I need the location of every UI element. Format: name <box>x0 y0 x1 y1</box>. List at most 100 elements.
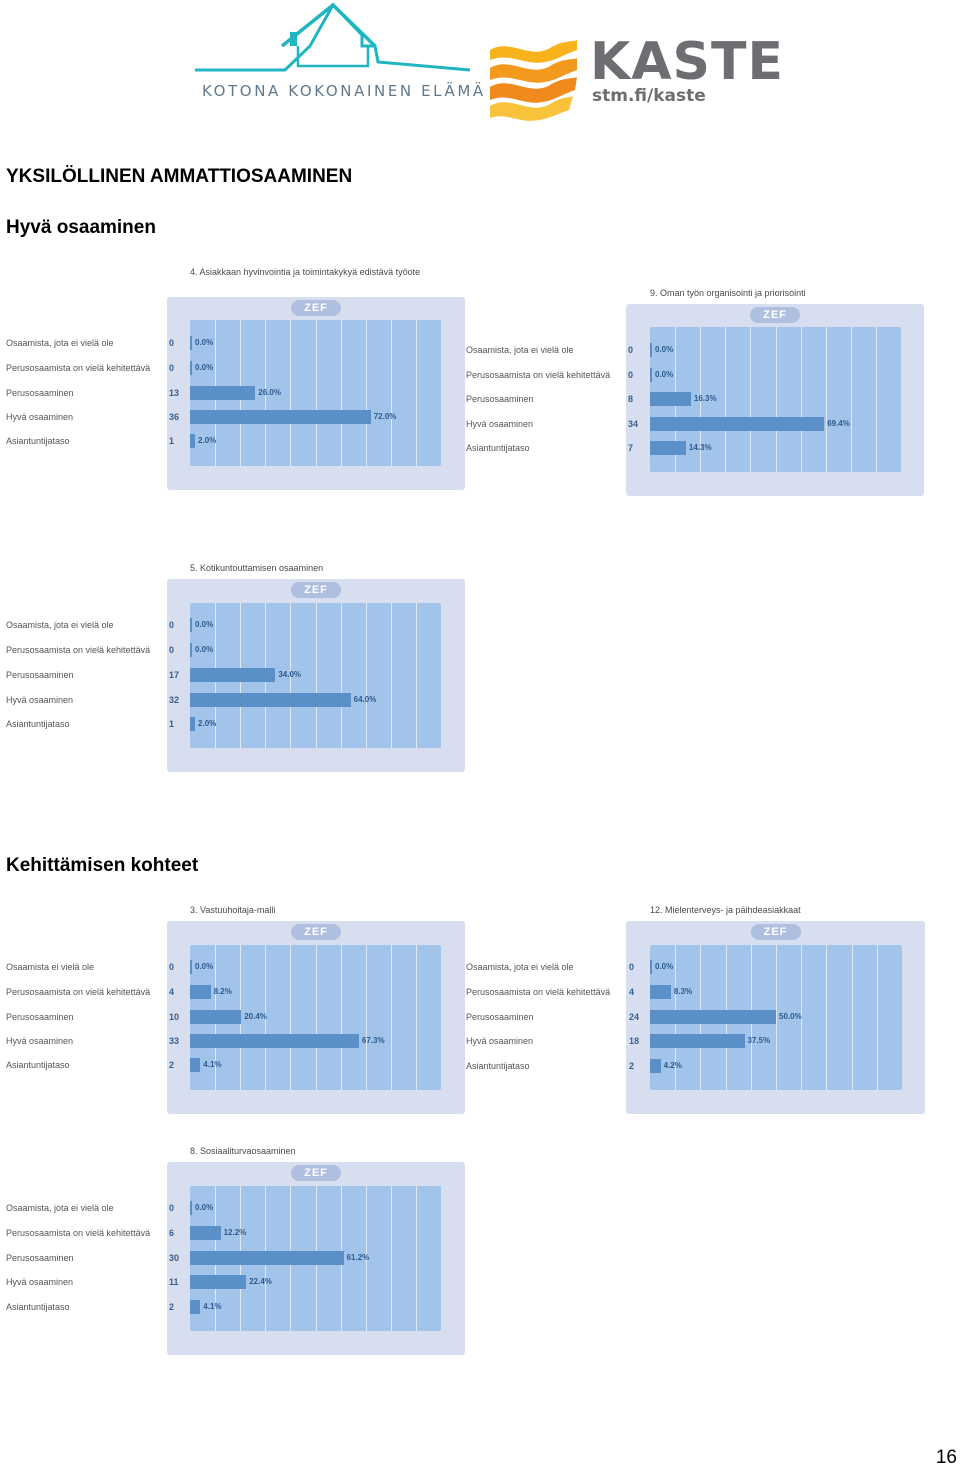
percent-label: 34.0% <box>278 670 302 679</box>
bar <box>190 1010 242 1024</box>
gridline <box>876 945 878 1090</box>
count-label: 4 <box>629 987 635 997</box>
category-label: Osaamista, jota ei vielä ole <box>466 345 574 355</box>
count-label: 30 <box>169 1253 180 1263</box>
category-label: Osaamista, jota ei vielä ole <box>6 338 114 348</box>
count-label: 0 <box>169 338 175 348</box>
chart-title: 3. Vastuuhoitaja-malli <box>190 905 276 915</box>
gridline <box>775 327 777 472</box>
gridline <box>750 327 752 472</box>
gridline <box>390 603 392 748</box>
percent-label: 20.4% <box>244 1012 267 1021</box>
percent-label: 8.3% <box>673 987 693 996</box>
bar <box>190 1034 359 1048</box>
zef-badge: ZEF <box>291 300 341 316</box>
gridline <box>290 945 292 1090</box>
kaste-wave-icon <box>490 40 577 121</box>
category-label: Perusosaamista on vielä kehitettävä <box>6 987 151 997</box>
category-label: Perusosaaminen <box>6 670 74 680</box>
percent-label: 8.2% <box>213 987 232 996</box>
gridline <box>801 945 803 1090</box>
count-label: 24 <box>629 1012 640 1022</box>
percent-label: 0.0% <box>195 363 214 372</box>
bar <box>190 361 192 375</box>
count-label: 7 <box>628 443 634 453</box>
gridline <box>365 1186 367 1331</box>
category-label: Osaamista, jota ei vielä ole <box>6 620 114 630</box>
percent-label: 0.0% <box>195 645 214 654</box>
percent-label: 64.0% <box>353 695 377 704</box>
category-label: Hyvä osaaminen <box>6 695 74 705</box>
count-label: 34 <box>628 419 639 429</box>
bar <box>650 985 671 999</box>
bar <box>190 1226 221 1240</box>
zef-badge: ZEF <box>291 1165 341 1181</box>
percent-label: 2.0% <box>198 719 217 728</box>
gridline <box>390 1186 392 1331</box>
bar <box>650 960 652 974</box>
category-label: Asiantuntijataso <box>6 1302 70 1312</box>
count-label: 13 <box>169 388 180 398</box>
count-label: 33 <box>169 1036 180 1046</box>
zef-badge: ZEF <box>750 307 800 323</box>
category-label: Asiantuntijataso <box>6 1060 70 1070</box>
bar <box>650 441 686 455</box>
gridline <box>415 603 417 748</box>
bar <box>190 668 276 682</box>
percent-label: 14.3% <box>688 443 712 452</box>
percent-label: 0.0% <box>195 962 214 971</box>
chart-title: 9. Oman työn organisointi ja priorisoint… <box>650 288 806 298</box>
category-label: Perusosaaminen <box>6 1012 74 1022</box>
count-label: 0 <box>169 620 175 630</box>
bar <box>190 386 256 400</box>
category-label: Perusosaamista on vielä kehitettävä <box>6 1228 151 1238</box>
gridline <box>265 945 267 1090</box>
count-label: 0 <box>169 962 175 972</box>
gridline <box>415 320 417 466</box>
bar <box>190 643 192 657</box>
category-label: Perusosaaminen <box>466 394 534 404</box>
bar <box>190 985 211 999</box>
count-label: 2 <box>169 1302 175 1312</box>
bar <box>190 693 351 707</box>
count-label: 0 <box>169 363 175 373</box>
category-label: Hyvä osaaminen <box>6 412 74 422</box>
bar <box>190 1300 201 1314</box>
category-label: Asiantuntijataso <box>6 436 70 446</box>
bar <box>190 410 371 424</box>
chart-title: 8. Sosiaaliturvaosaaminen <box>190 1146 296 1156</box>
category-label: Osaamista, jota ei vielä ole <box>6 1203 114 1213</box>
gridline <box>340 320 342 466</box>
section-heading-development: Kehittämisen kohteet <box>6 855 199 876</box>
category-label: Asiantuntijataso <box>466 443 530 453</box>
percent-label: 4.1% <box>203 1060 222 1069</box>
count-label: 4 <box>169 987 175 997</box>
gridline <box>800 327 802 472</box>
gridline <box>340 603 342 748</box>
bar <box>650 1034 745 1048</box>
page-title: YKSILÖLLINEN AMMATTIOSAAMINEN <box>6 166 353 187</box>
percent-label: 67.3% <box>361 1036 385 1045</box>
count-label: 32 <box>169 695 180 705</box>
bar <box>650 343 652 357</box>
gridline <box>315 320 317 466</box>
percent-label: 0.0% <box>195 620 214 629</box>
category-label: Perusosaaminen <box>466 1012 534 1022</box>
count-label: 0 <box>628 345 634 355</box>
zef-badge: ZEF <box>291 582 341 598</box>
bar <box>190 960 192 974</box>
gridline <box>365 603 367 748</box>
gridline <box>826 945 828 1090</box>
bar <box>650 1010 776 1024</box>
gridline <box>700 327 702 472</box>
gridline <box>290 603 292 748</box>
gridline <box>390 945 392 1090</box>
count-label: 2 <box>629 1061 635 1071</box>
percent-label: 4.2% <box>663 1061 682 1070</box>
zef-badge: ZEF <box>291 924 341 940</box>
category-label: Hyvä osaaminen <box>6 1036 74 1046</box>
bar <box>190 434 196 448</box>
percent-label: 12.2% <box>223 1228 247 1237</box>
bar <box>190 1251 344 1265</box>
category-label: Osaamista ei vielä ole <box>6 962 95 972</box>
